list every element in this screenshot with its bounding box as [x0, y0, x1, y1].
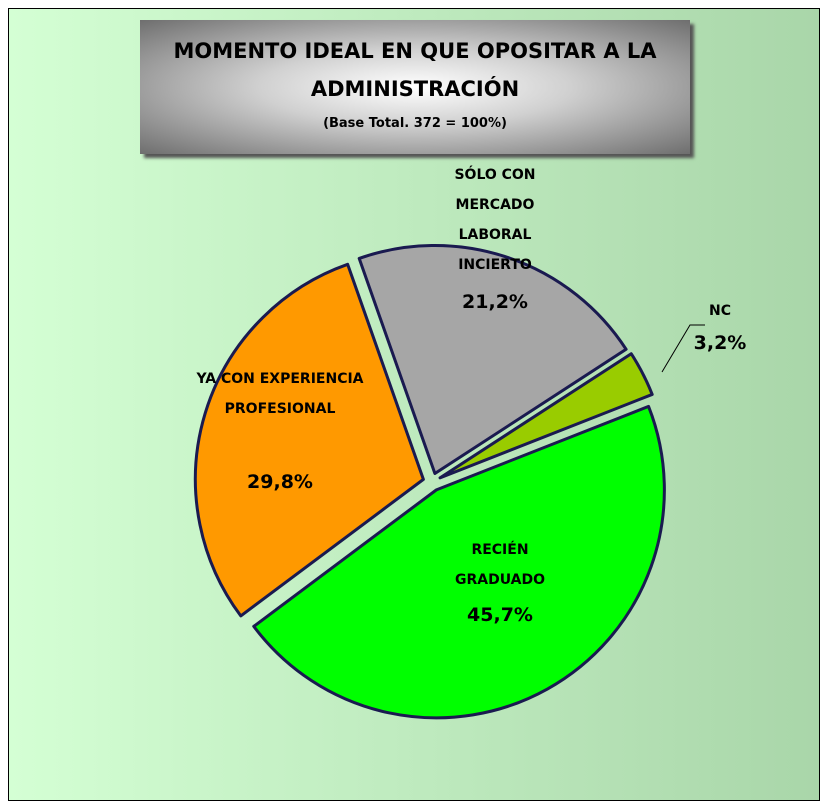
pie-slice — [357, 244, 628, 475]
slice-label: RECIÉN GRADUADO — [454, 542, 546, 588]
pie-slice — [252, 404, 666, 720]
chart-title: MOMENTO IDEAL EN QUE OPOSITAR A LA ADMIN… — [173, 39, 657, 101]
chart-subtitle: (Base Total. 372 = 100%) — [323, 116, 507, 131]
title-box: MOMENTO IDEAL EN QUE OPOSITAR A LA ADMIN… — [140, 20, 690, 154]
slice-label: NC — [709, 303, 731, 319]
slice-label: YA CON EXPERIENCIA PROFESIONAL — [196, 371, 364, 417]
leader-line — [661, 324, 705, 373]
pie-slice — [193, 262, 425, 618]
value-label: 3,2% — [693, 332, 747, 354]
value-label: 29,8% — [247, 471, 313, 493]
pie-slice — [438, 352, 654, 480]
value-label: 21,2% — [462, 291, 528, 313]
slice-label: SÓLO CON MERCADO LABORAL INCIERTO — [454, 167, 536, 273]
value-label: 45,7% — [467, 604, 533, 626]
